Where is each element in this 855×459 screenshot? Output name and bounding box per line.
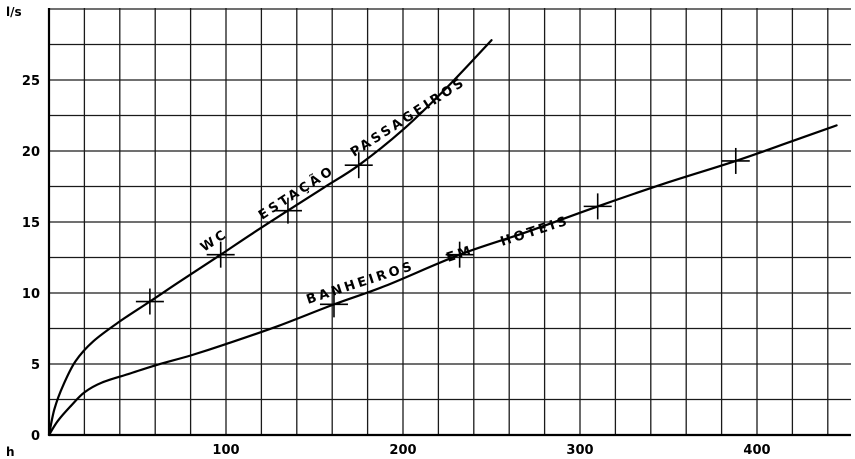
series-1-point <box>273 197 302 224</box>
series-1-point <box>135 288 164 315</box>
series-1-line <box>47 39 493 437</box>
x-tick-label: 200 <box>389 443 416 458</box>
y-tick-label: 20 <box>22 145 40 160</box>
x-axis-unit-label: h <box>6 445 15 459</box>
y-tick-label: 25 <box>22 74 40 89</box>
curves <box>47 39 838 437</box>
series-2-point <box>319 291 348 318</box>
series-2-point <box>445 241 474 268</box>
y-tick-label: 15 <box>22 216 40 231</box>
x-tick-label: 400 <box>743 443 770 458</box>
x-tick-label: 300 <box>566 443 593 458</box>
series-2-point <box>583 193 612 220</box>
series-2-point <box>721 147 750 174</box>
series-2-line <box>47 124 838 437</box>
curve-1-label-passageiros: PASSAGEIROS <box>348 75 469 161</box>
grid: 100 200 300 400 0 5 10 15 20 25 <box>22 8 851 458</box>
x-tick-label: 100 <box>212 443 239 458</box>
markers <box>135 147 750 318</box>
y-tick-label: 0 <box>31 429 40 444</box>
y-tick-label: 5 <box>31 358 40 373</box>
curve-2-label-banheiros: BANHEIROS <box>305 259 417 308</box>
series-1-point <box>344 152 373 179</box>
y-axis-unit-label: l/s <box>6 5 22 19</box>
y-tick-label: 10 <box>22 287 40 302</box>
series-1-point <box>206 241 235 268</box>
